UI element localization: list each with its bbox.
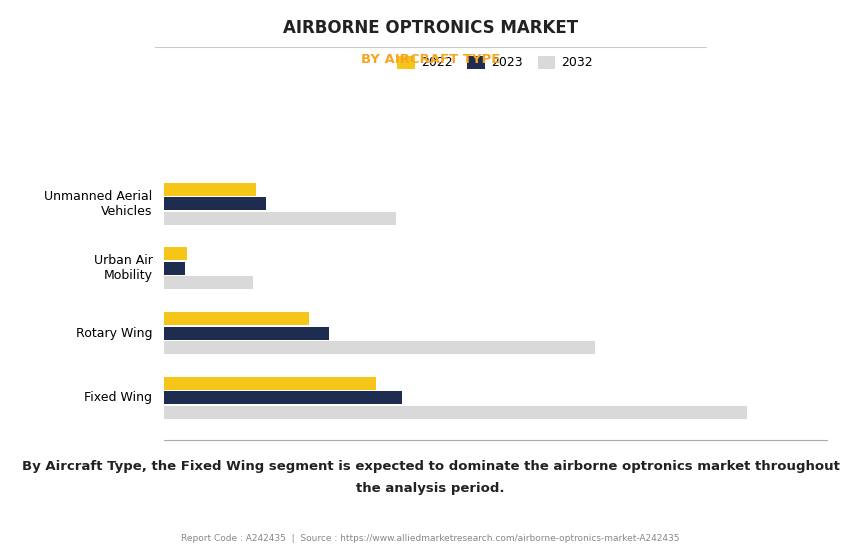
Bar [164, 212, 396, 224]
Text: By Aircraft Type, the Fixed Wing segment is expected to dominate the airborne op: By Aircraft Type, the Fixed Wing segment… [22, 460, 839, 472]
Legend: 2022, 2023, 2032: 2022, 2023, 2032 [392, 51, 598, 75]
Text: BY AIRCRAFT TYPE: BY AIRCRAFT TYPE [361, 53, 500, 66]
Bar [164, 262, 185, 275]
Bar [164, 247, 187, 260]
Text: Report Code : A242435  |  Source : https://www.alliedmarketresearch.com/airborne: Report Code : A242435 | Source : https:/… [182, 534, 679, 543]
Bar [164, 377, 375, 390]
Bar [164, 312, 309, 325]
Bar [164, 406, 747, 419]
Bar [164, 197, 266, 210]
Bar [164, 276, 253, 290]
Bar [164, 183, 257, 196]
Bar [164, 341, 594, 354]
Bar [164, 392, 402, 404]
Text: AIRBORNE OPTRONICS MARKET: AIRBORNE OPTRONICS MARKET [283, 19, 578, 37]
Bar [164, 327, 329, 340]
Text: the analysis period.: the analysis period. [356, 482, 505, 495]
